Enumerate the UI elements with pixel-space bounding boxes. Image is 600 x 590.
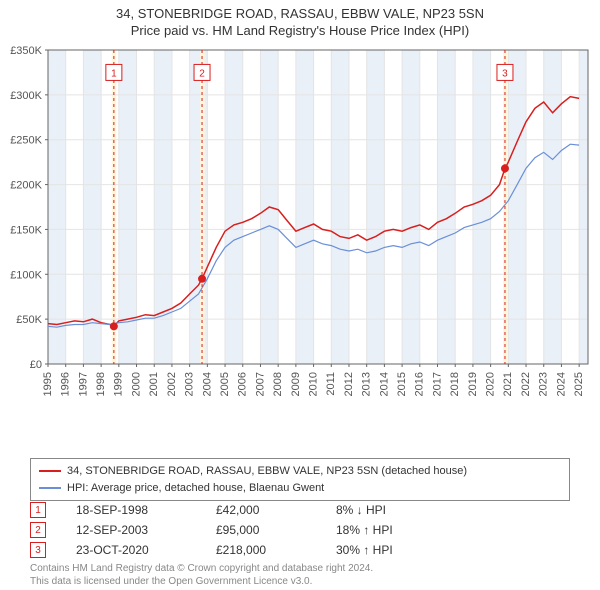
legend-swatch [39, 487, 61, 489]
svg-text:2012: 2012 [343, 372, 355, 396]
svg-text:2009: 2009 [290, 372, 302, 396]
svg-text:£150K: £150K [10, 224, 42, 236]
svg-text:2019: 2019 [467, 372, 479, 396]
svg-text:1: 1 [111, 68, 117, 79]
svg-text:£200K: £200K [10, 180, 42, 192]
sale-marker-diff: 30% ↑ HPI [336, 543, 436, 557]
svg-text:£0: £0 [30, 359, 42, 371]
svg-text:2015: 2015 [396, 372, 408, 396]
sale-marker-badge: 3 [30, 542, 46, 558]
sale-marker-row: 3 23-OCT-2020 £218,000 30% ↑ HPI [30, 542, 570, 558]
svg-text:£250K: £250K [10, 135, 42, 147]
footer-line2: This data is licensed under the Open Gov… [30, 575, 373, 588]
svg-text:2013: 2013 [361, 372, 373, 396]
legend-swatch [39, 470, 61, 472]
svg-text:2024: 2024 [555, 372, 567, 396]
svg-text:2016: 2016 [414, 372, 426, 396]
svg-text:2023: 2023 [538, 372, 550, 396]
footer-attribution: Contains HM Land Registry data © Crown c… [30, 562, 373, 588]
svg-text:2: 2 [199, 68, 205, 79]
svg-text:1995: 1995 [42, 372, 54, 396]
sale-marker-date: 18-SEP-1998 [76, 503, 186, 517]
sale-marker-diff: 8% ↓ HPI [336, 503, 436, 517]
page-title-address: 34, STONEBRIDGE ROAD, RASSAU, EBBW VALE,… [0, 6, 600, 21]
svg-text:2022: 2022 [520, 372, 532, 396]
sale-marker-price: £218,000 [216, 543, 306, 557]
page-title-sub: Price paid vs. HM Land Registry's House … [0, 23, 600, 38]
svg-text:2014: 2014 [378, 372, 390, 396]
sale-marker-price: £42,000 [216, 503, 306, 517]
svg-text:2005: 2005 [219, 372, 231, 396]
svg-text:2020: 2020 [485, 372, 497, 396]
svg-text:2018: 2018 [449, 372, 461, 396]
legend: 34, STONEBRIDGE ROAD, RASSAU, EBBW VALE,… [30, 458, 570, 501]
sale-marker-price: £95,000 [216, 523, 306, 537]
svg-text:1996: 1996 [60, 372, 72, 396]
svg-text:2025: 2025 [573, 372, 585, 396]
sale-markers-list: 1 18-SEP-1998 £42,000 8% ↓ HPI 2 12-SEP-2003 £… [30, 502, 570, 562]
svg-text:2001: 2001 [148, 372, 160, 396]
svg-text:2008: 2008 [272, 372, 284, 396]
sale-marker-row: 1 18-SEP-1998 £42,000 8% ↓ HPI [30, 502, 570, 518]
sale-marker-diff: 18% ↑ HPI [336, 523, 436, 537]
svg-text:£350K: £350K [10, 45, 42, 57]
legend-row: HPI: Average price, detached house, Blae… [39, 480, 561, 497]
legend-label: HPI: Average price, detached house, Blae… [67, 480, 324, 497]
sale-marker-badge: 2 [30, 522, 46, 538]
svg-text:£50K: £50K [16, 314, 42, 326]
footer-line1: Contains HM Land Registry data © Crown c… [30, 562, 373, 575]
svg-text:2007: 2007 [254, 372, 266, 396]
svg-text:£300K: £300K [10, 90, 42, 102]
legend-label: 34, STONEBRIDGE ROAD, RASSAU, EBBW VALE,… [67, 463, 467, 480]
svg-text:2003: 2003 [184, 372, 196, 396]
svg-text:2017: 2017 [431, 372, 443, 396]
price-chart: £0£50K£100K£150K£200K£250K£300K£350K1995… [48, 46, 588, 406]
svg-text:2006: 2006 [237, 372, 249, 396]
sale-marker-row: 2 12-SEP-2003 £95,000 18% ↑ HPI [30, 522, 570, 538]
svg-text:3: 3 [502, 68, 508, 79]
svg-text:2002: 2002 [166, 372, 178, 396]
svg-text:2011: 2011 [325, 372, 337, 396]
svg-text:2021: 2021 [502, 372, 514, 396]
svg-text:2000: 2000 [130, 372, 142, 396]
svg-text:1999: 1999 [113, 372, 125, 396]
svg-text:1998: 1998 [95, 372, 107, 396]
svg-text:£100K: £100K [10, 269, 42, 281]
legend-row: 34, STONEBRIDGE ROAD, RASSAU, EBBW VALE,… [39, 463, 561, 480]
sale-marker-badge: 1 [30, 502, 46, 518]
svg-text:2004: 2004 [201, 372, 213, 396]
sale-marker-date: 23-OCT-2020 [76, 543, 186, 557]
svg-text:1997: 1997 [77, 372, 89, 396]
sale-marker-date: 12-SEP-2003 [76, 523, 186, 537]
svg-text:2010: 2010 [307, 372, 319, 396]
